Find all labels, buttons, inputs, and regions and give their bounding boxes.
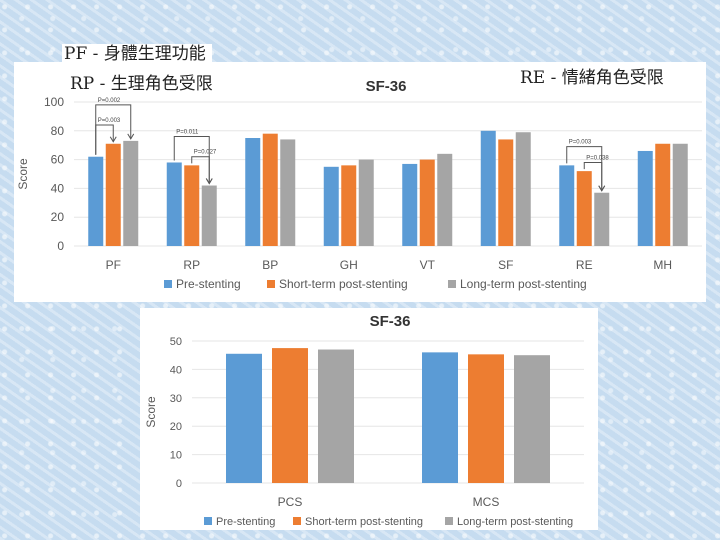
legend-label-pre: Pre-stenting: [176, 277, 241, 291]
chart-title: SF-36: [366, 78, 407, 95]
x-category-label: BP: [262, 258, 278, 272]
bar-bp-pre: [245, 138, 261, 246]
bar-rp-pre: [166, 162, 182, 246]
x-category-label: PCS: [278, 495, 303, 509]
legend-swatch-long: [448, 280, 456, 288]
bar-pf-long: [123, 140, 139, 246]
p-value-label: P=0.038: [586, 155, 609, 161]
x-category-label: VT: [420, 258, 436, 272]
bar-pcs-short: [272, 348, 308, 483]
bar-sf-short: [498, 139, 514, 246]
chart-title: SF-36: [370, 313, 411, 330]
bar-re-pre: [559, 165, 575, 246]
bar-mcs-short: [468, 354, 504, 483]
x-category-label: RE: [576, 258, 593, 272]
significance-bracket: [191, 156, 210, 184]
y-tick-label: 60: [51, 153, 65, 167]
bar-mh-short: [655, 143, 671, 246]
bar-gh-long: [358, 159, 374, 246]
bar-mcs-pre: [422, 352, 458, 483]
bar-sf-long: [515, 132, 531, 246]
bar-rp-short: [184, 165, 200, 246]
rp-label: RP - 生理角色受限: [70, 74, 213, 94]
y-tick-label: 80: [51, 124, 65, 138]
legend-swatch-short: [293, 517, 301, 525]
legend-label-long: Long-term post-stenting: [460, 277, 587, 291]
p-value-label: P=0.002: [98, 98, 121, 104]
significance-arrow: [598, 185, 606, 192]
bar-mh-long: [672, 143, 688, 246]
sf36-summary-chart: 0 10 20 30 40 50 SF-36 Score PCS MCS Pre-stenting S…: [144, 313, 584, 528]
x-category-label: MCS: [473, 495, 500, 509]
y-tick-label: 50: [170, 336, 182, 348]
significance-bracket: [583, 161, 603, 191]
bar-gh-short: [341, 165, 357, 246]
p-value-label: P=0.003: [98, 118, 121, 124]
significance-arrow: [109, 136, 117, 143]
bar-sf-pre: [480, 130, 496, 246]
x-category-label: SF: [498, 258, 513, 272]
bar-re-short: [576, 171, 592, 246]
legend-label-long: Long-term post-stenting: [457, 516, 573, 528]
y-tick-label: 20: [170, 421, 182, 433]
bar-gh-pre: [323, 166, 339, 246]
significance-arrow: [127, 133, 135, 140]
sf36-subscale-chart: 0 20 40 60 80 100 SF-36 Score PF RP BP GH VT SF RE MH P=…: [16, 78, 702, 291]
legend-label-short: Short-term post-stenting: [305, 516, 423, 528]
y-tick-label: 40: [170, 364, 182, 376]
y-tick-label: 20: [51, 210, 65, 224]
bar-rp-long: [201, 185, 217, 246]
legend-swatch-pre: [164, 280, 172, 288]
y-tick-label: 0: [176, 478, 182, 490]
x-category-label: GH: [340, 258, 358, 272]
re-label: RE - 情緒角色受限: [520, 68, 664, 88]
bar-pf-pre: [88, 156, 104, 246]
bar-pcs-pre: [226, 353, 262, 483]
bar-pcs-long: [318, 349, 354, 483]
y-tick-label: 10: [170, 450, 182, 462]
x-category-label: MH: [653, 258, 672, 272]
legend-label-short: Short-term post-stenting: [279, 277, 408, 291]
x-category-label: RP: [183, 258, 200, 272]
bar-vt-long: [437, 153, 453, 246]
bar-bp-short: [262, 133, 278, 246]
p-value-label: P=0.011: [176, 130, 199, 136]
bar-mcs-long: [514, 355, 550, 483]
pf-label: PF - 身體生理功能: [62, 44, 212, 64]
legend-swatch-long: [445, 517, 453, 525]
p-value-label: P=0.003: [569, 140, 592, 146]
y-tick-label: 0: [57, 239, 64, 253]
legend-swatch-pre: [204, 517, 212, 525]
y-tick-label: 30: [170, 393, 182, 405]
y-tick-label: 40: [51, 181, 65, 195]
y-axis-label: Score: [16, 158, 30, 190]
legend-swatch-short: [267, 280, 275, 288]
significance-bracket: [95, 124, 114, 155]
chart-panel-summary: 0 10 20 30 40 50 SF-36 Score PCS MCS Pre-stenting S…: [140, 308, 598, 530]
bar-vt-short: [419, 159, 435, 246]
bar-mh-pre: [637, 150, 653, 246]
significance-arrow: [205, 178, 213, 185]
p-value-label: P=0.027: [194, 150, 217, 156]
bar-pf-short: [105, 143, 121, 246]
chart-panel-subscales: 0 20 40 60 80 100 SF-36 Score PF RP BP GH VT SF RE MH P=…: [14, 62, 706, 302]
bar-re-long: [594, 192, 610, 246]
x-category-label: PF: [106, 258, 121, 272]
legend-label-pre: Pre-stenting: [216, 516, 275, 528]
y-axis-label: Score: [144, 396, 158, 428]
bar-vt-pre: [402, 163, 418, 246]
y-tick-label: 100: [44, 95, 64, 109]
bar-bp-long: [280, 139, 296, 246]
